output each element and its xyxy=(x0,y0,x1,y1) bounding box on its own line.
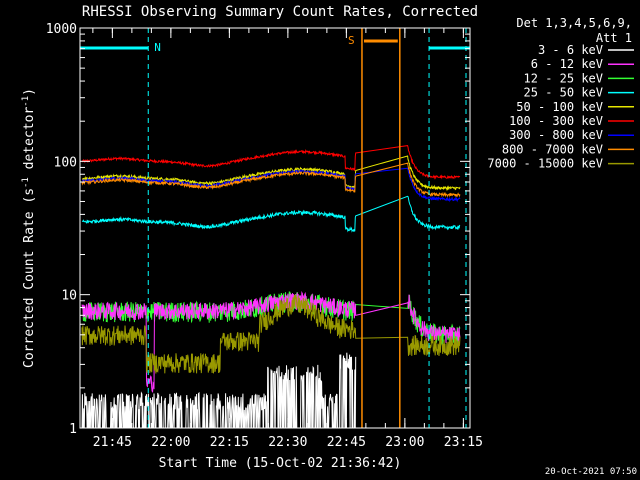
series-line xyxy=(81,352,357,428)
legend-label: 7000 - 15000 keV xyxy=(487,157,603,171)
y-axis-label-sup2: -1 xyxy=(21,96,31,107)
legend-label: 6 - 12 keV xyxy=(531,57,603,71)
night-label: N xyxy=(154,41,161,54)
legend-label: 12 - 25 keV xyxy=(524,71,603,85)
legend-label: 50 - 100 keV xyxy=(516,100,603,114)
x-tick-label: 23:15 xyxy=(444,435,483,450)
legend-header-line-2: Att 1 xyxy=(596,31,632,45)
plot-frame xyxy=(79,27,471,429)
y-tick-label: 100 xyxy=(54,155,77,170)
x-tick-label: 22:15 xyxy=(210,435,249,450)
legend-label: 3 - 6 keV xyxy=(538,43,603,57)
saa-label: S xyxy=(348,34,355,47)
series-line xyxy=(81,290,461,393)
y-axis-label-main: Corrected Count Rate (s xyxy=(22,188,37,368)
y-axis-label-sup1: -1 xyxy=(21,177,31,188)
y-tick-label: 10 xyxy=(61,289,77,304)
y-tick-label: 1000 xyxy=(46,22,77,37)
chart-title: RHESSI Observing Summary Count Rates, Co… xyxy=(82,4,478,20)
y-axis-label: Corrected Count Rate (s-1 detector-1) xyxy=(21,88,37,368)
series-line xyxy=(81,195,461,233)
x-axis: 21:45 22:00 22:15 22:30 22:45 23:00 23:15 xyxy=(92,28,483,450)
legend-label: 25 - 50 keV xyxy=(524,86,603,100)
legend-label: 800 - 7000 keV xyxy=(502,142,603,156)
footer-timestamp: 20-Oct-2021 07:50 xyxy=(545,467,637,477)
y-axis-label-mid: detector xyxy=(22,107,37,178)
x-tick-label: 22:45 xyxy=(327,435,366,450)
x-tick-label: 23:00 xyxy=(385,435,424,450)
y-tick-label: 1 xyxy=(69,422,77,437)
series-line xyxy=(81,294,461,374)
legend-label: 300 - 800 keV xyxy=(509,128,603,142)
series-line xyxy=(81,145,461,180)
plot-area: NS xyxy=(80,28,470,428)
x-tick-label: 22:30 xyxy=(268,435,307,450)
y-axis: 1 10 100 1000 xyxy=(46,22,470,437)
series-layer xyxy=(81,145,461,428)
x-tick-label: 21:45 xyxy=(93,435,132,450)
x-axis-label: Start Time (15-Oct-02 21:36:42) xyxy=(159,456,402,471)
legend-label: 100 - 300 keV xyxy=(509,114,603,128)
y-axis-label-end: ) xyxy=(22,88,37,96)
annotation-layer: NS xyxy=(80,28,470,428)
series-line xyxy=(81,162,461,198)
legend-header-line-1: Det 1,3,4,5,6,9, xyxy=(516,16,632,30)
x-tick-label: 22:00 xyxy=(151,435,190,450)
